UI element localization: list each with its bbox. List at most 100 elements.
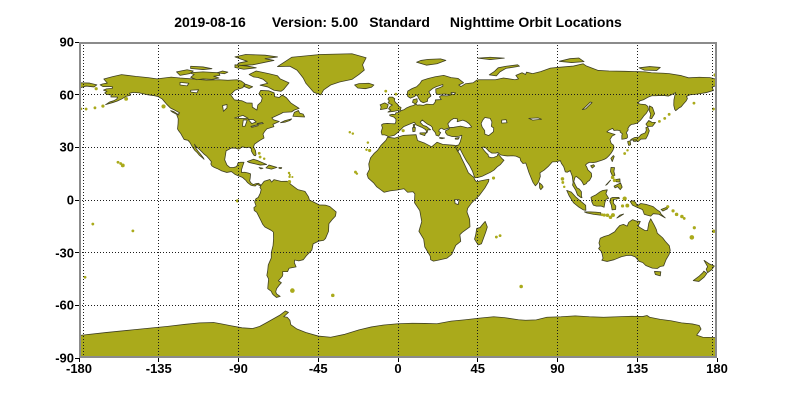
small-island: [83, 275, 87, 279]
small-island: [713, 73, 717, 77]
x-tick-label: 135: [626, 361, 649, 376]
small-island: [561, 181, 565, 184]
y-tick-label: 30: [59, 139, 74, 155]
landmass-franz_josef: [478, 57, 505, 59]
landmass-sakhalin: [649, 106, 654, 119]
x-tick-label: 180: [706, 361, 728, 376]
landmass-mindanao: [614, 183, 622, 190]
small-island: [161, 104, 166, 109]
landmass-sumatra: [567, 190, 586, 210]
landmass-hispaniola: [266, 165, 277, 169]
landmass-newfoundland: [293, 110, 305, 116]
landmass-crete: [440, 138, 445, 139]
lake-black_sea: [448, 118, 472, 127]
x-tick-mark: [636, 358, 638, 362]
small-island: [602, 213, 606, 217]
lake-winnipeg: [223, 104, 227, 111]
small-island: [348, 131, 352, 134]
y-tick-label: 60: [59, 87, 74, 103]
lake-aral: [502, 120, 507, 124]
landmass-victoria_island: [189, 72, 220, 80]
small-island: [494, 235, 498, 239]
small-island: [712, 107, 715, 111]
landmass-eurasia: [381, 64, 717, 198]
lake-baikal: [582, 102, 592, 110]
landmass-devon: [235, 65, 256, 69]
x-tick-mark: [238, 358, 239, 362]
landmass-south_america: [254, 179, 336, 297]
title-date: 2019-08-16: [174, 14, 246, 30]
landmass-cuba: [247, 159, 266, 165]
small-island: [667, 112, 671, 116]
landmass-svalbard: [417, 59, 446, 65]
small-island: [671, 209, 675, 213]
small-island: [365, 148, 368, 152]
small-island: [498, 234, 502, 238]
y-tick-label: -60: [55, 297, 74, 313]
small-island: [689, 235, 695, 240]
landmass-nz_south: [693, 271, 707, 281]
lake-caspian: [481, 117, 494, 135]
small-island: [560, 177, 565, 181]
small-island: [94, 87, 98, 91]
lake-great_slave: [191, 90, 199, 93]
landmass-ireland: [380, 103, 388, 110]
small-island: [91, 222, 95, 226]
landmass-sulawesi: [610, 197, 620, 209]
small-island: [401, 129, 405, 133]
landmass-novaya_zemlya: [489, 65, 519, 76]
landmass-chukotka_wrap: [79, 83, 97, 88]
landmass-banks: [176, 70, 193, 76]
small-island: [657, 119, 661, 123]
landmass-shikoku: [633, 140, 636, 142]
small-island: [682, 217, 686, 220]
small-island: [611, 213, 615, 218]
title-main: Nighttime Orbit Locations: [449, 14, 622, 30]
landmass-nz_north: [704, 260, 714, 272]
landmass-tasmania: [654, 271, 660, 275]
y-tick-mark: [75, 304, 79, 306]
y-tick-mark: [75, 199, 79, 201]
small-island: [287, 179, 292, 184]
y-tick-mark: [75, 252, 79, 254]
small-island: [93, 106, 97, 110]
landmass-hainan: [591, 165, 595, 168]
plot-title: 2019-08-16 Version: 5.00 Standard Nightt…: [79, 14, 717, 30]
small-island: [622, 196, 627, 201]
y-tick-mark: [75, 41, 79, 43]
y-tick-label: -90: [55, 350, 74, 366]
x-tick-label: 90: [550, 361, 565, 376]
landmass-java: [584, 212, 601, 215]
x-tick-mark: [716, 358, 718, 362]
small-island: [84, 107, 88, 111]
small-island: [626, 149, 629, 152]
small-island: [562, 185, 566, 189]
map-plot: [79, 42, 717, 358]
small-island: [331, 293, 335, 298]
y-tick-mark: [75, 146, 79, 148]
x-tick-label: -135: [145, 361, 172, 376]
landmass-baffin: [249, 71, 289, 91]
small-island: [623, 152, 627, 155]
small-island: [291, 175, 294, 179]
x-tick-mark: [477, 358, 479, 362]
lake-michigan: [242, 120, 247, 126]
x-tick-label: 0: [394, 361, 402, 376]
y-tick-mark: [75, 357, 79, 359]
lake-erie: [251, 125, 258, 128]
landmass-timor: [617, 214, 624, 218]
x-tick-label: -90: [229, 361, 248, 376]
small-island: [384, 89, 388, 93]
landmass-palawan: [606, 180, 611, 185]
small-island: [692, 101, 696, 105]
small-island: [290, 288, 295, 293]
lake-ontario: [257, 123, 263, 125]
small-island: [394, 92, 398, 96]
small-island: [257, 151, 261, 155]
landmass-jamaica: [259, 168, 263, 169]
lake-huron: [248, 119, 256, 123]
landmass-new_siberian: [639, 67, 660, 71]
y-tick-label: 90: [59, 34, 74, 50]
x-tick-mark: [317, 358, 319, 362]
